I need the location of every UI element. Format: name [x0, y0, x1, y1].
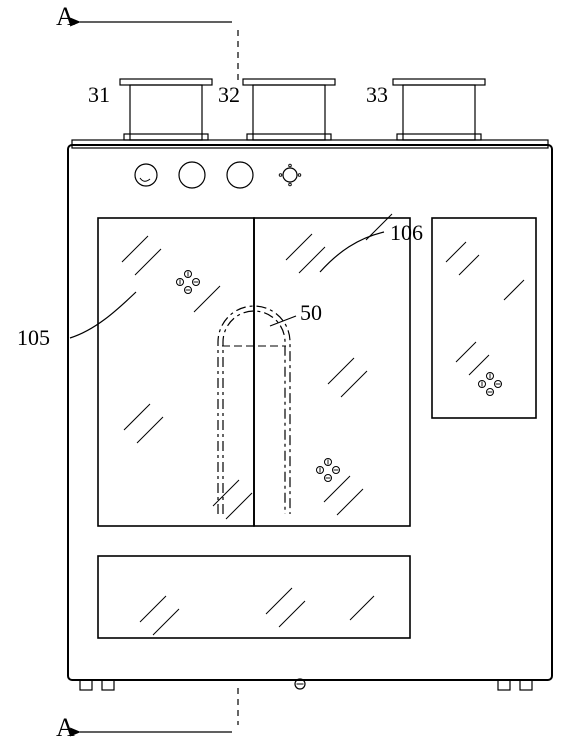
- cabinet-foot-1: [80, 680, 92, 690]
- right-door-glass-reflection: [324, 476, 350, 502]
- side-window-glass-reflection: [504, 280, 524, 300]
- left-door-glass-reflection: [137, 417, 163, 443]
- dial-2: [179, 162, 205, 188]
- right-door-glass-reflection: [341, 371, 367, 397]
- cabinet-foot-3: [498, 680, 510, 690]
- bottom-window-glass-reflection: [140, 596, 166, 622]
- left-door-glass-reflection: [122, 236, 148, 262]
- cabinet-body: [68, 140, 552, 690]
- vent-3-label: 33: [366, 82, 388, 107]
- left-door-glass-reflection: [226, 493, 252, 519]
- left-door-glass-reflection: [135, 249, 161, 275]
- callout-50-label: 50: [300, 300, 322, 325]
- bottom-window-glass-reflection: [279, 601, 305, 627]
- right-door-glass-reflection: [299, 247, 325, 273]
- callout-105: 105: [17, 292, 136, 350]
- bottom-window-glass-reflection: [350, 596, 374, 620]
- callout-106-label: 106: [390, 220, 423, 245]
- side-window-glass-reflection: [459, 255, 479, 275]
- left-door-glass-reflection: [213, 480, 239, 506]
- vent-1: 31: [88, 79, 212, 140]
- figure-root: A A 31 32 33 105 106 50: [0, 0, 588, 745]
- side-window-glass-reflection: [456, 342, 476, 362]
- section-marker-top-letter: A: [56, 2, 75, 31]
- right-door-glass: [254, 214, 410, 526]
- right-door-glass-reflection: [328, 358, 354, 384]
- bolt-cluster-3: [479, 373, 502, 396]
- side-window-glass: [432, 218, 536, 418]
- cabinet-foot-2: [102, 680, 114, 690]
- bolt-cluster-1: [177, 271, 200, 294]
- bolt-cluster-2: [317, 459, 340, 482]
- dial-1: [135, 164, 157, 186]
- callout-106: 106: [320, 220, 423, 272]
- bottom-window-glass-reflection: [153, 609, 179, 635]
- callout-106-leader: [320, 232, 384, 272]
- left-door-glass-reflection: [124, 404, 150, 430]
- left-door-glass: [98, 218, 254, 526]
- vent-2: 32: [218, 79, 335, 140]
- bottom-window-glass-reflection: [266, 588, 292, 614]
- right-door-glass-reflection: [286, 234, 312, 260]
- vent-2-label: 32: [218, 82, 240, 107]
- bottom-window-glass: [98, 556, 410, 638]
- callout-105-leader: [70, 292, 136, 338]
- dial-3: [227, 162, 253, 188]
- section-marker-bottom-letter: A: [56, 713, 75, 742]
- vent-1-label: 31: [88, 82, 110, 107]
- side-window-glass-reflection: [446, 242, 466, 262]
- dial-4: [279, 164, 301, 186]
- vent-3: 33: [366, 79, 485, 140]
- side-window-glass-reflection: [469, 355, 489, 375]
- callout-105-label: 105: [17, 325, 50, 350]
- cabinet-foot-4: [520, 680, 532, 690]
- left-door-glass-reflection: [194, 286, 220, 312]
- section-marker-top: A: [56, 2, 238, 82]
- right-door-glass-reflection: [337, 489, 363, 515]
- callout-50-leader: [270, 316, 296, 326]
- section-marker-bottom: A: [56, 688, 238, 742]
